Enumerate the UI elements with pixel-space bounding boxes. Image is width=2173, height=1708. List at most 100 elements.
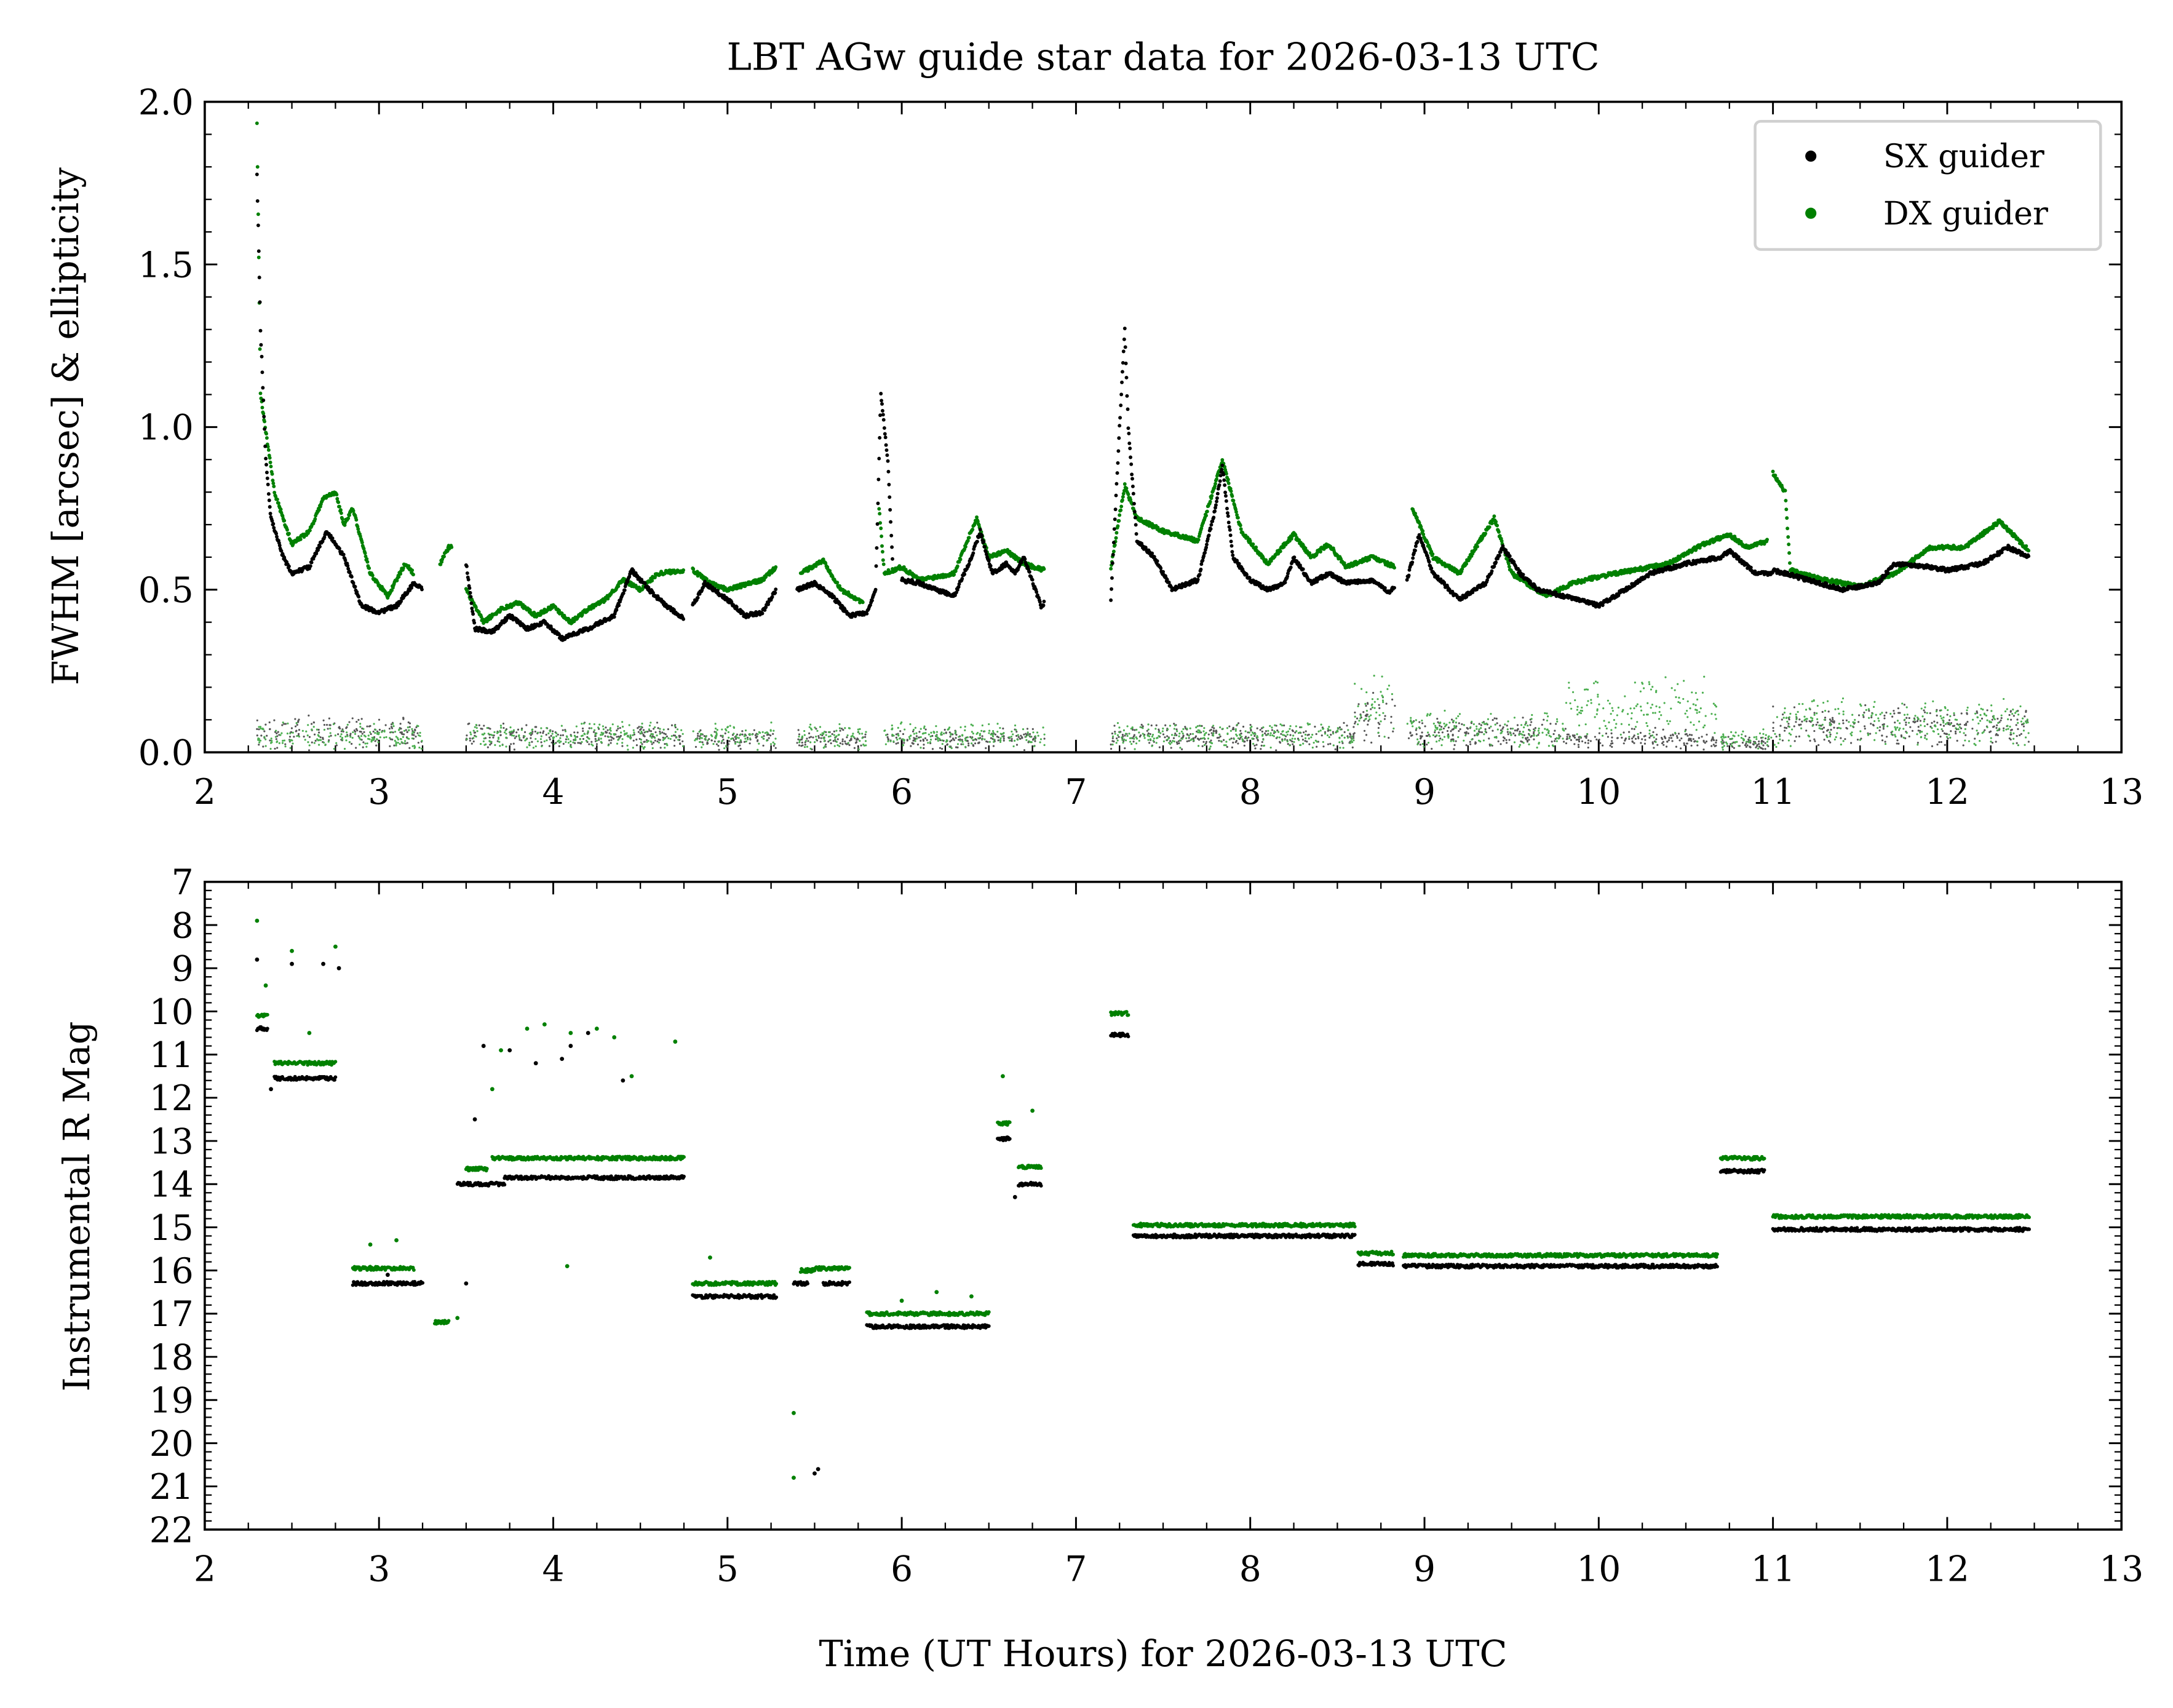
sx-ellipticity-point [1996,724,1998,726]
sx-ellipticity-point [311,723,313,725]
sx-ellipticity-point [1919,729,1921,732]
dx-ellipticity-point [328,735,330,738]
sx-ellipticity-point [1960,727,1963,729]
dx-ellipticity-point [1293,737,1297,740]
dx-ellipticity-point [413,747,416,749]
sx-ellipticity-point [1785,727,1788,729]
dx-ellipticity-point [1766,741,1769,743]
dx-ellipticity-point [1964,739,1966,742]
dx-ellipticity-point [857,731,860,733]
sx-ellipticity-point [1801,720,1803,723]
sx-ellipticity-point [639,729,642,731]
dx-ellipticity-point [2025,736,2027,739]
dx-ellipticity-point [1973,742,1976,745]
dx-ellipticity-point [1920,736,1923,738]
dx-ellipticity-point [362,728,365,730]
dx-ellipticity-point [1250,725,1253,728]
sx-ellipticity-point [1421,735,1423,737]
sx-ellipticity-point [258,728,260,731]
sx-ellipticity-point [1529,724,1531,726]
dx-fwhm-point [346,516,351,520]
dx-ellipticity-point [1520,724,1523,726]
dx-ellipticity-point [629,737,632,740]
dx-ellipticity-point [1865,709,1867,711]
dx-ellipticity-point [2020,720,2022,723]
sx-ellipticity-point [1863,712,1865,714]
sx-ellipticity-point [296,723,298,726]
dx-ellipticity-point [1787,739,1790,742]
sx-ellipticity-point [1533,731,1535,733]
dx-ellipticity-point [1963,732,1965,734]
dx-ellipticity-point [351,737,354,739]
dx-ellipticity-point [1525,721,1527,723]
sx-ellipticity-point [534,730,536,733]
dx-ellipticity-point [1979,720,1982,722]
sx-ellipticity-point [1415,733,1418,736]
dx-ellipticity-point [1455,717,1458,720]
dx-ellipticity-point [1640,709,1643,712]
dx-ellipticity-point [1034,738,1036,741]
dx-ellipticity-point [1576,713,1579,716]
dx-ellipticity-point [1444,709,1446,712]
sx-ellipticity-point [1568,735,1571,737]
dx-ellipticity-point [1273,735,1275,737]
sx-ellipticity-point [701,741,704,744]
sx-ellipticity-point [1578,740,1581,743]
sx-ellipticity-point [1043,737,1046,740]
dx-fwhm-point [270,472,274,476]
dx-ellipticity-point [280,732,283,734]
dx-ellipticity-point [1842,713,1845,715]
dx-ellipticity-point [1833,738,1836,741]
sx-ellipticity-point [1585,735,1588,737]
dx-ellipticity-point [647,740,650,742]
dx-ellipticity-point [1562,737,1564,740]
sx-ellipticity-point [1365,713,1368,716]
sx-ellipticity-point [1394,704,1396,707]
sx-ellipticity-point [955,746,958,749]
dx-ellipticity-point [955,730,957,733]
sx-ellipticity-point [357,735,360,737]
dx-ellipticity-point [914,740,916,742]
dx-ellipticity-point [407,726,409,729]
dx-ellipticity-point [1966,706,1969,709]
dx-ellipticity-point [728,736,730,739]
sx-ellipticity-point [1306,734,1309,736]
dx-ellipticity-point [286,733,289,735]
dx-ellipticity-point [1156,737,1159,739]
dx-ellipticity-point [1734,731,1737,734]
dx-fwhm-point [1116,524,1120,528]
sx-ellipticity-point [934,738,937,741]
sx-ellipticity-point [665,735,668,737]
dx-ellipticity-point [988,723,990,726]
dx-ellipticity-point [808,726,811,728]
dx-ellipticity-point [1835,736,1837,739]
sx-ellipticity-point [376,730,379,733]
dx-ellipticity-point [1178,733,1181,735]
dx-ellipticity-point [1365,691,1368,694]
dx-fwhm-point [313,517,317,521]
dx-ellipticity-point [271,739,273,742]
dx-ellipticity-point [834,738,836,741]
sx-ellipticity-point [1936,714,1938,717]
dx-ellipticity-point [999,733,1002,735]
sx-ellipticity-point [1017,736,1020,738]
dx-ellipticity-point [1813,713,1816,716]
dx-ellipticity-point [694,739,696,742]
dx-ellipticity-point [1121,739,1124,741]
sx-ellipticity-point [1388,737,1390,739]
dx-ellipticity-point [900,722,902,725]
dx-ellipticity-point [546,726,548,729]
dx-fwhm-point [1204,514,1208,518]
sx-ellipticity-point [1228,725,1231,728]
dx-ellipticity-point [269,747,272,750]
dx-ellipticity-point [1523,726,1525,729]
dx-ellipticity-point [1375,711,1378,713]
dx-ellipticity-point [1615,726,1617,729]
sx-ellipticity-point [1748,736,1750,739]
dx-ellipticity-point [1151,735,1153,738]
dx-ellipticity-point [324,744,327,746]
dx-ellipticity-point [809,741,812,744]
dx-ellipticity-point [1347,736,1349,739]
dx-ellipticity-point [258,741,261,744]
sx-ellipticity-point [1609,744,1611,747]
